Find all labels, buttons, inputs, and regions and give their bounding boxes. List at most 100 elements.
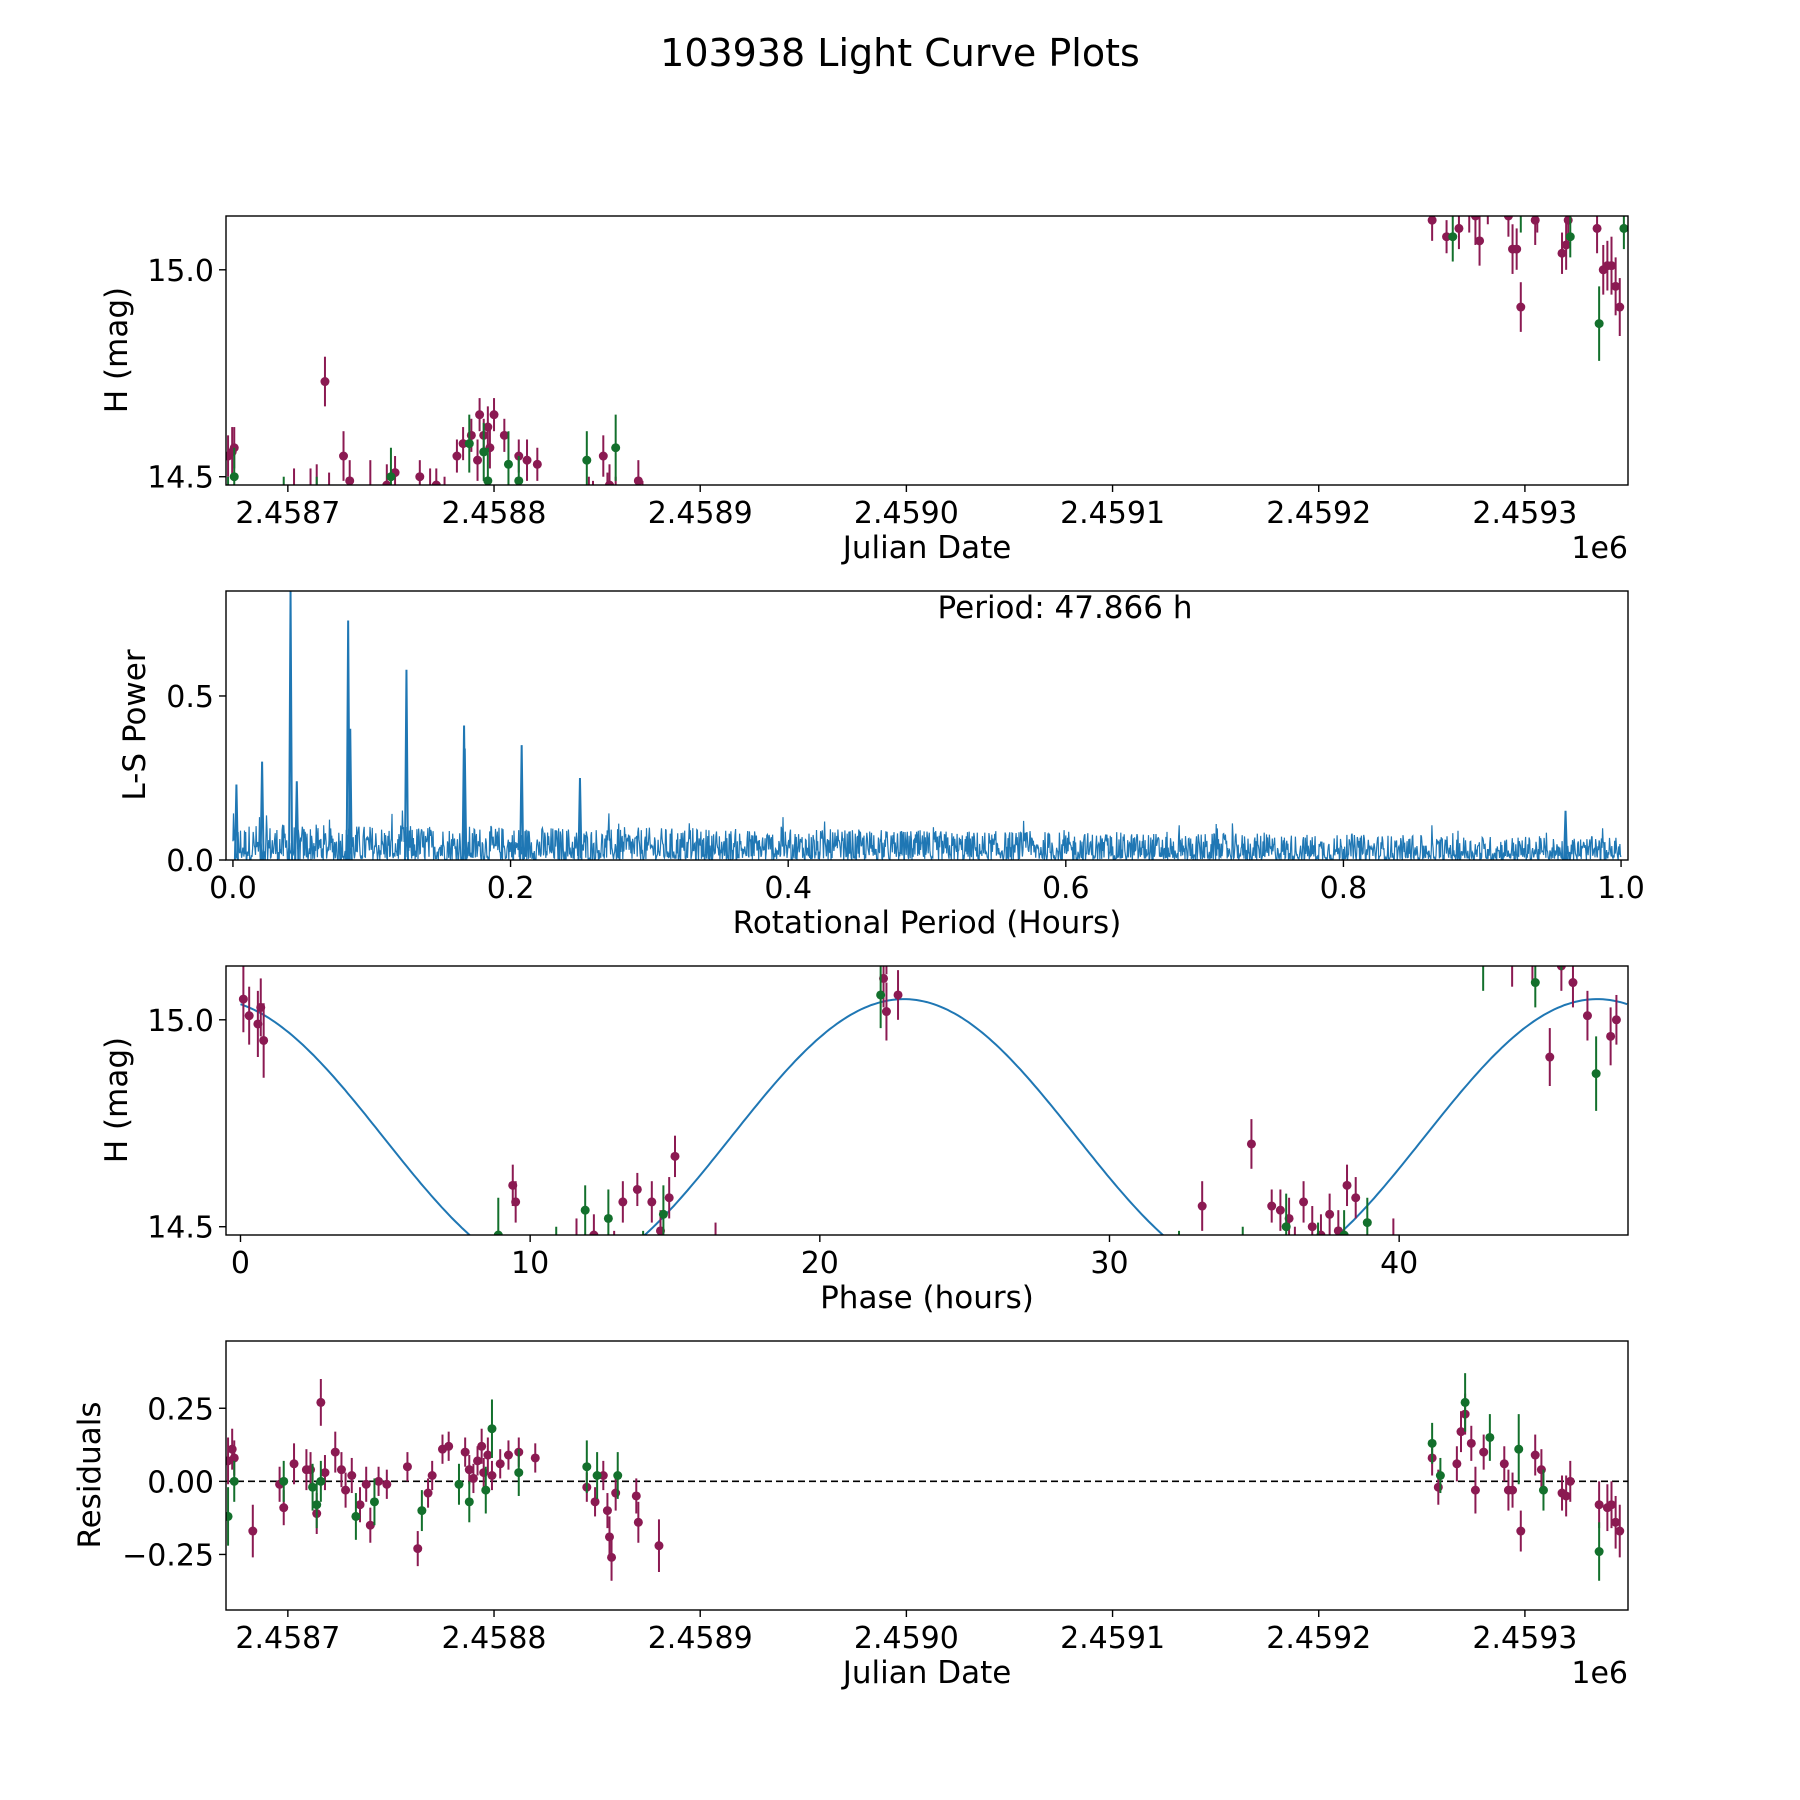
phased-point-g <box>665 1235 674 1285</box>
residuals-point-g <box>312 1481 322 1529</box>
lightcurve-marker <box>1519 216 1523 217</box>
lightcurve-marker <box>279 530 288 539</box>
residuals-marker <box>454 1479 464 1489</box>
lightcurve-point-g <box>1594 286 1604 361</box>
phased-point-r <box>1351 1177 1361 1219</box>
phased-marker <box>493 1230 503 1235</box>
phased-marker <box>589 1230 599 1235</box>
residuals-point-r <box>590 1487 600 1517</box>
phased-marker <box>881 1007 891 1017</box>
lightcurve-marker <box>1565 232 1575 242</box>
residuals-marker <box>654 1541 664 1551</box>
residuals-marker <box>1561 1491 1571 1501</box>
phased-point-r <box>881 982 891 1041</box>
lightcurve-marker <box>464 439 474 449</box>
lightcurve-marker <box>428 484 432 485</box>
lightcurve-marker <box>1427 216 1437 225</box>
phased-point-g <box>1302 1235 1311 1301</box>
phased-marker <box>1302 1264 1311 1273</box>
lightcurve-point-g <box>1461 108 1470 182</box>
lightcurve-point-g <box>229 447 239 485</box>
residuals-point-g <box>1538 1469 1548 1511</box>
phased-point-r <box>244 986 254 1045</box>
residuals-marker <box>306 1465 316 1475</box>
residuals-marker <box>592 1471 602 1480</box>
lightcurve-axes: 2.4587 2.4588 2.4589 2.4590 2.4591 2.4592 2.45… <box>147 254 1577 531</box>
phased-point-g <box>658 1185 668 1235</box>
lightcurve-xtick-label: 2.4593 <box>1472 496 1577 531</box>
periodogram-xtick-label: 0.4 <box>764 871 812 906</box>
residuals-point-g <box>1485 1414 1495 1461</box>
lightcurve-marker <box>466 430 476 440</box>
residuals-marker <box>369 1497 379 1507</box>
lightcurve-point-g <box>1428 158 1437 199</box>
lightcurve-marker <box>376 501 385 510</box>
residuals-point-r <box>1611 1495 1621 1549</box>
residuals-marks <box>226 1373 1628 1581</box>
residuals-point-r <box>402 1452 412 1482</box>
lightcurve-marker <box>314 484 319 485</box>
phased-marker <box>1197 1201 1207 1211</box>
phased-marker <box>1275 1205 1285 1215</box>
phased-point-g <box>1256 1247 1265 1305</box>
residuals-marker <box>582 1462 592 1472</box>
phased-marker <box>1537 941 1546 950</box>
residuals-marker <box>1456 1427 1466 1437</box>
phased-point-g <box>1241 1226 1244 1235</box>
lightcurve-marker <box>1619 223 1628 233</box>
phased-marker <box>1175 1264 1184 1273</box>
residuals-xtick-label: 2.4589 <box>648 1621 753 1656</box>
phased-marker <box>1611 1015 1621 1025</box>
lightcurve-marker <box>633 476 643 485</box>
lightcurve-marker <box>1461 141 1470 150</box>
lightcurve-point-r <box>1427 216 1437 241</box>
lightcurve-point-g <box>370 510 379 576</box>
phased-marker <box>1250 1280 1259 1289</box>
lightcurve-marker <box>431 480 441 485</box>
lightcurve-point-r <box>1503 216 1513 237</box>
phased-marker <box>1568 924 1577 933</box>
residuals-point-g <box>1435 1457 1445 1494</box>
lightcurve-marker <box>1470 216 1480 221</box>
residuals-marker <box>330 1447 340 1457</box>
phased-point-g <box>1339 1210 1349 1235</box>
lightcurve-marker <box>458 439 468 449</box>
residuals-point-r <box>487 1460 497 1491</box>
phased-marker <box>1481 966 1485 967</box>
lightcurve-marker <box>1442 232 1452 242</box>
phased-point-r <box>893 970 903 1020</box>
periodogram-xlabel: Rotational Period (Hours) <box>733 905 1122 941</box>
residuals-marker <box>351 1511 361 1521</box>
phased-marker <box>1510 966 1514 967</box>
residuals-marker <box>1508 1485 1518 1495</box>
residuals-point-r <box>1565 1460 1575 1502</box>
phased-marker <box>658 1209 668 1219</box>
lightcurve-point-g <box>1504 166 1513 216</box>
residuals-point-g <box>592 1452 602 1499</box>
lightcurve-point-r <box>606 472 609 485</box>
residuals-point-r <box>365 1507 375 1543</box>
lightcurve-point-r <box>1459 146 1468 196</box>
residuals-marker <box>473 1456 483 1466</box>
lightcurve-marker <box>417 505 426 514</box>
residuals-point-r <box>604 1516 614 1558</box>
periodogram-peak <box>462 748 468 860</box>
residuals-point-r <box>347 1457 357 1494</box>
phased-point-g <box>1493 892 1502 966</box>
lightcurve-marker <box>1467 216 1472 217</box>
phased-marker <box>893 990 903 1000</box>
residuals-axes: 2.4587 2.4588 2.4589 2.4590 2.4591 2.4592 2.45… <box>122 1392 1577 1656</box>
residuals-marker <box>483 1450 493 1460</box>
lightcurve-marker <box>1592 223 1602 233</box>
phased-marker <box>613 1264 622 1273</box>
lightcurve-marker <box>489 410 499 420</box>
periodogram-ylabel: L-S Power <box>117 649 153 800</box>
phased-point-g <box>642 1230 645 1235</box>
lightcurve-point-r <box>360 489 369 530</box>
phased-point-r <box>1250 1264 1259 1305</box>
residuals-point-g <box>514 1449 524 1496</box>
lightcurve-marker <box>1563 216 1573 225</box>
phased-point-g <box>613 1243 622 1293</box>
residuals-point-r <box>341 1472 351 1508</box>
residuals-marker <box>611 1488 621 1498</box>
